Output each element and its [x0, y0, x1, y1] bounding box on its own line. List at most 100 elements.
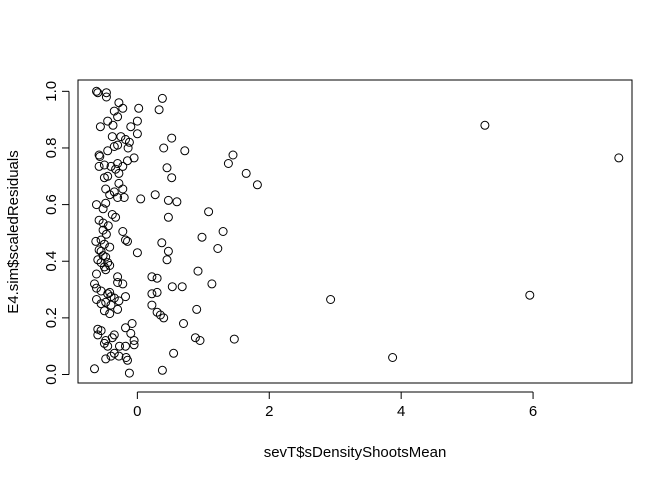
data-point: [147, 272, 157, 282]
data-point: [111, 212, 121, 222]
data-point: [98, 204, 108, 214]
data-point: [107, 210, 117, 219]
data-point: [113, 304, 123, 314]
data-point: [152, 287, 162, 297]
data-point: [147, 300, 157, 310]
data-point: [101, 265, 111, 275]
data-point: [228, 150, 238, 160]
data-point: [157, 93, 167, 103]
data-point: [177, 282, 187, 292]
data-point: [162, 255, 172, 265]
data-point: [155, 310, 165, 320]
data-point: [121, 292, 130, 302]
data-points: [90, 86, 624, 378]
data-point: [136, 194, 146, 204]
data-point: [103, 146, 113, 156]
data-point: [123, 355, 132, 365]
data-point: [123, 236, 132, 246]
data-point: [105, 190, 115, 200]
data-point: [109, 293, 119, 303]
data-point: [101, 92, 111, 102]
data-point: [96, 299, 106, 309]
data-point: [118, 103, 128, 113]
data-point: [180, 146, 190, 156]
data-point: [218, 227, 228, 236]
data-point: [124, 137, 134, 147]
data-point: [94, 161, 104, 171]
data-point: [193, 266, 203, 276]
data-point: [121, 341, 130, 351]
data-point: [326, 295, 336, 304]
data-point: [159, 143, 169, 153]
data-point: [124, 368, 134, 378]
data-point: [129, 340, 139, 350]
data-point: [109, 330, 119, 340]
data-point: [103, 341, 113, 351]
data-point: [113, 193, 123, 202]
data-point: [162, 163, 172, 173]
data-point: [108, 120, 118, 130]
data-point: [93, 330, 103, 340]
data-point: [123, 156, 132, 166]
data-point: [92, 200, 101, 210]
data-point: [96, 246, 106, 256]
data-point: [101, 198, 111, 208]
data-point: [167, 282, 177, 292]
data-point: [195, 336, 205, 345]
data-point: [157, 238, 167, 248]
data-point: [103, 289, 113, 299]
data-point: [204, 207, 214, 217]
data-point: [134, 103, 144, 113]
y-tick-label: 0.8: [43, 138, 60, 159]
data-point: [101, 229, 111, 239]
data-point: [480, 120, 490, 130]
data-point: [114, 351, 124, 361]
data-point: [126, 122, 136, 132]
data-point: [113, 278, 123, 287]
data-point: [105, 287, 115, 297]
data-point: [525, 290, 535, 300]
data-point: [99, 338, 109, 348]
data-point: [167, 173, 177, 183]
data-point: [167, 133, 177, 143]
data-point: [99, 160, 109, 170]
y-axis: 0.0 0.2 0.4 0.6 0.8 1.0: [43, 81, 70, 385]
data-point: [123, 143, 133, 153]
data-point: [150, 190, 160, 200]
data-point: [93, 255, 103, 265]
data-point: [95, 152, 105, 161]
data-point: [93, 88, 103, 98]
y-tick-label: 1.0: [43, 81, 60, 102]
y-axis-label: E4.sim$scaledResiduals: [5, 150, 22, 313]
data-point: [614, 153, 624, 163]
plot-frame: [77, 79, 633, 384]
data-point: [241, 168, 251, 178]
data-point: [129, 336, 139, 345]
data-point: [109, 348, 119, 358]
y-tick-label: 0.4: [43, 251, 60, 272]
data-point: [114, 296, 124, 306]
data-point: [152, 273, 162, 283]
data-point: [179, 319, 188, 328]
data-point: [121, 323, 130, 333]
data-point: [213, 244, 223, 253]
data-point: [107, 132, 117, 142]
data-point: [114, 168, 124, 178]
data-point: [252, 180, 262, 190]
x-tick-label: 4: [397, 403, 405, 420]
x-tick-label: 2: [265, 403, 273, 420]
data-point: [92, 269, 101, 279]
x-tick-label: 0: [133, 403, 141, 420]
data-point: [109, 142, 119, 151]
data-point: [101, 88, 111, 98]
data-point: [172, 197, 182, 207]
data-point: [159, 313, 169, 323]
x-tick-label: 6: [529, 403, 537, 420]
data-point: [119, 193, 129, 202]
data-point: [90, 279, 99, 289]
data-point: [105, 309, 115, 319]
data-point: [127, 319, 137, 328]
data-point: [118, 227, 128, 236]
data-point: [163, 246, 173, 256]
